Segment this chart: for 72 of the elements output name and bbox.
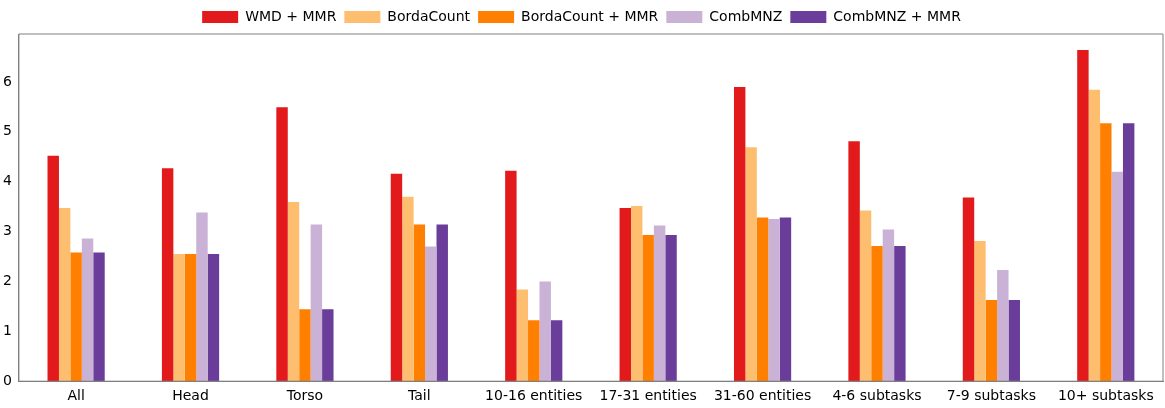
legend-label: BordaCount [387,7,471,24]
bar [894,246,906,382]
y-tick-label: 4 [2,172,12,189]
bar [756,217,769,382]
y-tick-label: 5 [2,122,12,139]
bar [1008,299,1020,382]
bar [539,281,551,382]
bar [848,141,860,382]
bar [287,202,300,382]
bar [768,219,780,382]
x-tick-label: All [67,387,85,404]
bar [516,289,529,382]
bar [631,206,643,382]
bar [58,208,71,382]
bar [550,320,563,382]
x-tick-label: 4-6 subtasks [832,387,922,404]
bar [436,224,448,382]
bar [299,309,311,382]
x-tick-label: Tail [407,387,431,404]
bar [882,229,895,382]
bar [619,208,631,382]
y-tick-label: 2 [2,272,12,289]
bar [161,168,174,382]
x-tick-label: Head [172,387,209,404]
bar [962,197,975,382]
bar [276,107,288,382]
bar [642,235,654,382]
bar [859,210,872,382]
bar [322,309,334,382]
y-tick-label: 1 [2,321,12,338]
y-tick-label: 6 [2,72,12,89]
legend-label: BordaCount + MMR [521,7,659,24]
bar [93,252,105,382]
bar [528,320,540,382]
bar [1077,49,1089,382]
bar [81,238,94,382]
x-tick-label: Torso [285,387,324,404]
bar [997,269,1009,382]
bar [745,147,757,382]
bar [779,217,792,382]
bar [505,170,517,382]
legend-label: CombMNZ + MMR [833,7,962,24]
x-tick-label: 10+ subtasks [1057,387,1154,404]
bar [1100,123,1112,382]
bar [70,252,82,382]
bar [390,173,403,382]
bar [1111,171,1123,382]
x-tick-label: 17-31 entities [599,387,697,404]
bar [425,246,437,382]
bar [871,246,883,382]
bar [974,241,986,382]
bar [207,253,220,382]
bar [985,299,998,382]
y-tick-label: 0 [2,371,12,388]
bar [196,212,208,382]
x-tick-label: 31-60 entities [713,387,812,404]
bar [184,253,197,382]
bar [665,235,677,382]
bar [310,224,323,382]
legend-label: CombMNZ [709,7,783,24]
bar [733,86,746,382]
bar [413,224,426,382]
bar [653,225,666,382]
bar [1088,89,1101,382]
bar [173,253,185,382]
legend-label: WMD + MMR [245,7,337,24]
bar [1122,123,1135,382]
x-tick-label: 10-16 entities [485,387,583,404]
y-tick-label: 3 [2,222,12,239]
x-tick-label: 7-9 subtasks [946,387,1036,404]
bar [47,155,59,382]
bar [402,196,414,382]
